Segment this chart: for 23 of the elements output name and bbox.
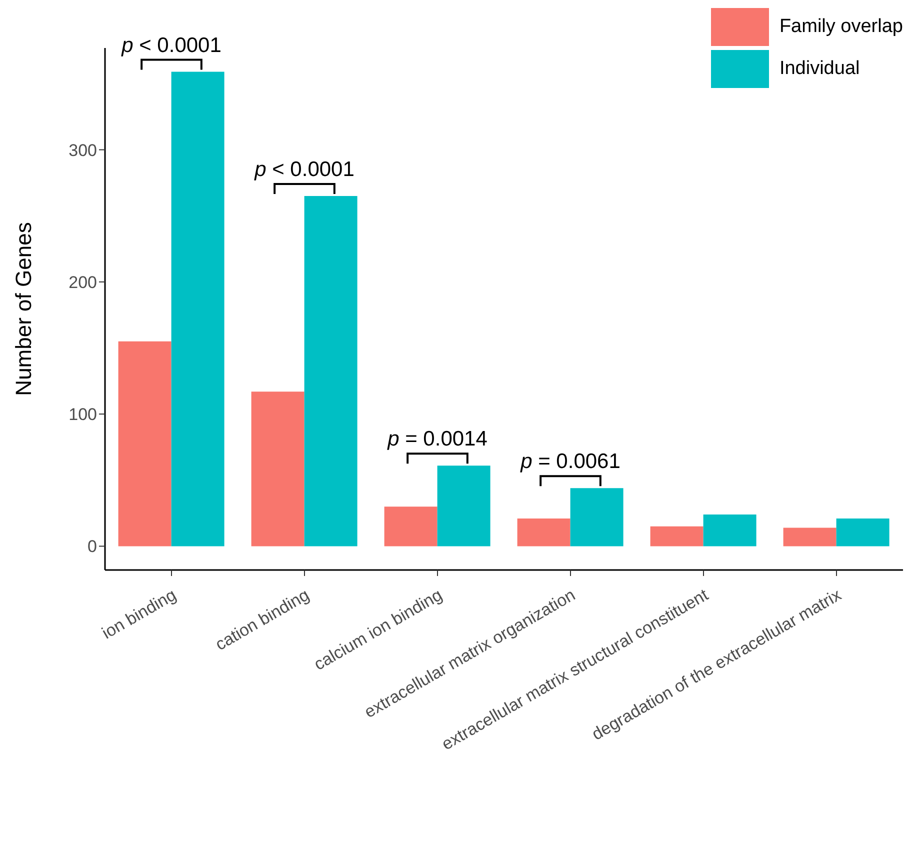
y-tick-label: 100 [68,405,97,424]
bar [650,526,704,546]
bar [836,518,890,546]
bar [437,466,490,546]
annotation: p = 0.0014 [386,428,488,451]
bar [384,506,438,546]
bar [304,196,358,546]
bar [171,72,224,546]
y-tick-label: 0 [88,537,97,556]
bar [118,341,172,546]
annotation: p < 0.0001 [120,34,222,57]
bar [570,488,624,546]
legend-label: Family overlap [779,16,903,38]
annotation: p < 0.0001 [254,158,354,182]
annotation: p = 0.0061 [520,450,620,474]
bar [703,514,756,546]
bar [783,528,836,546]
y-tick-label: 300 [68,140,97,160]
bar [251,392,304,546]
y-axis-title: Number of Genes [10,222,36,396]
legend-label: Individual [779,58,860,80]
bar [517,518,570,546]
y-tick-label: 200 [68,272,97,292]
